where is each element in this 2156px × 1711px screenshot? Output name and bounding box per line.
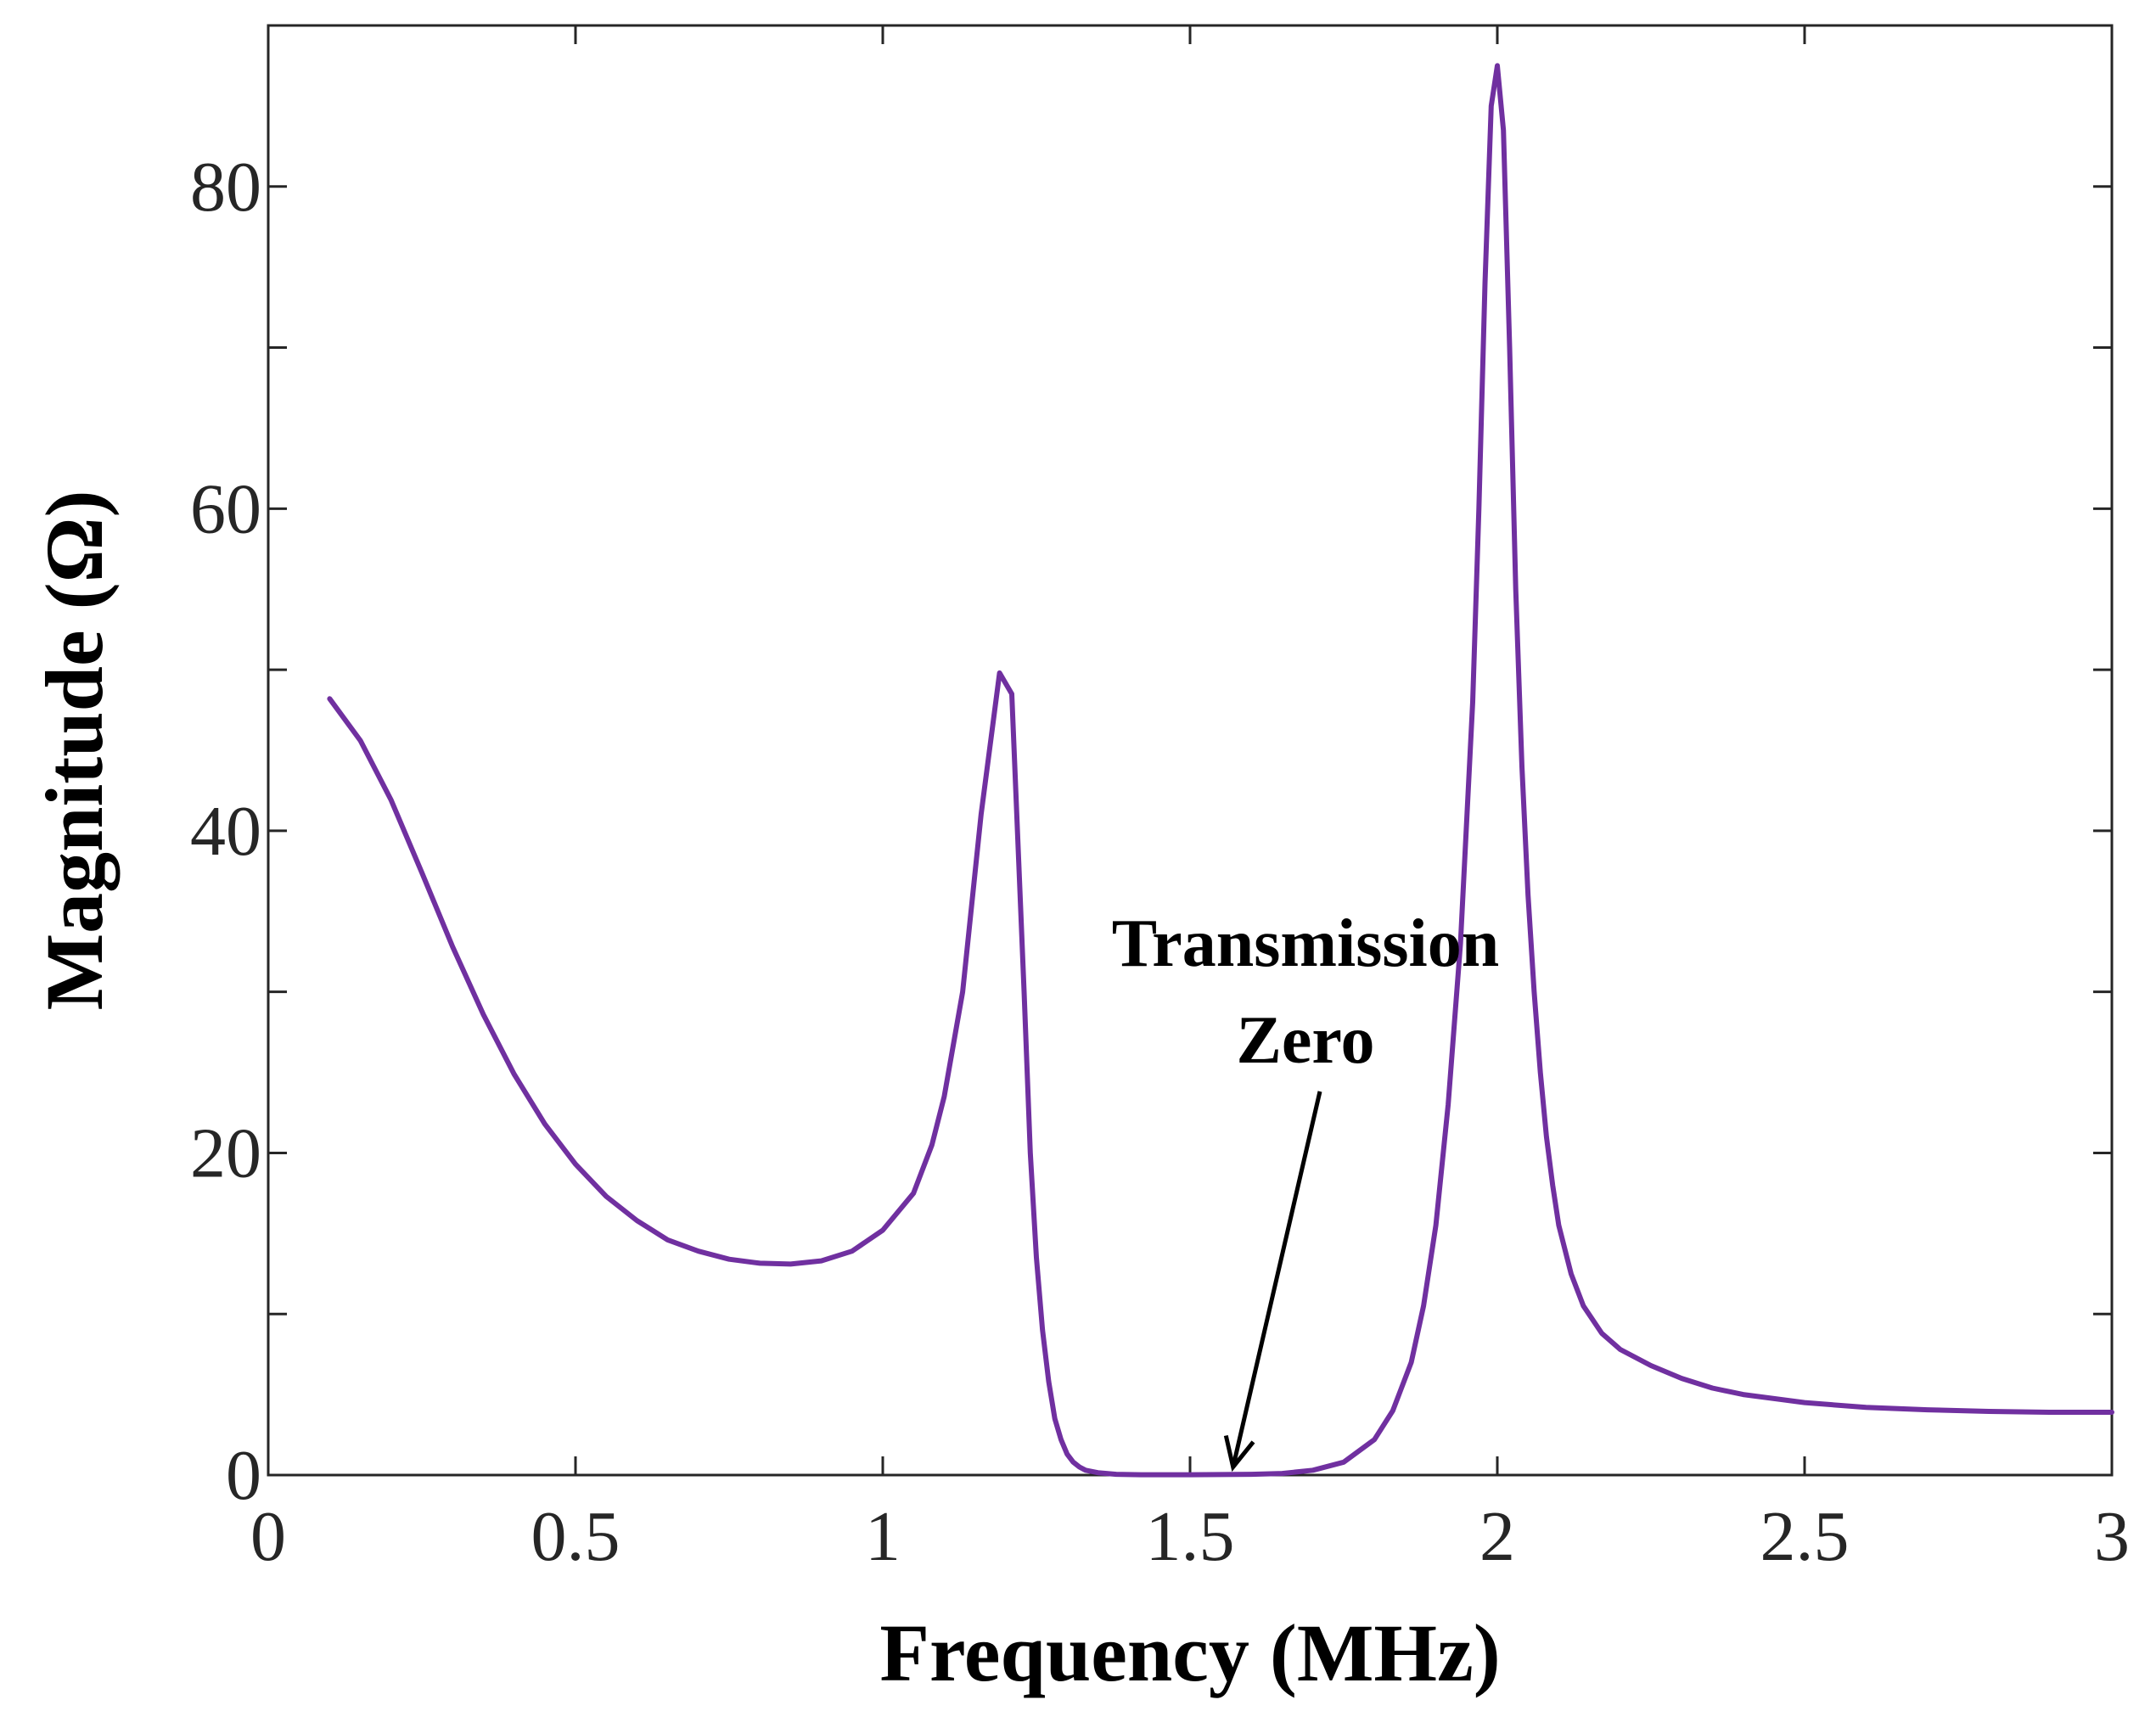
- annotation-line-2: Zero: [1237, 1003, 1375, 1078]
- x-tick-label: 0.5: [531, 1497, 620, 1576]
- x-tick-label: 0: [250, 1497, 286, 1576]
- y-tick-label: 20: [190, 1114, 261, 1192]
- annotation-line-1: Transmission: [1112, 906, 1499, 981]
- x-tick-label: 3: [2094, 1497, 2130, 1576]
- x-tick-label: 1.5: [1146, 1497, 1235, 1576]
- y-tick-label: 40: [190, 792, 261, 871]
- x-tick-label: 2.5: [1760, 1497, 1850, 1576]
- y-tick-label: 80: [190, 148, 261, 227]
- axis-ticks: [267, 25, 2114, 1477]
- magnitude-series-line: [327, 63, 2114, 1478]
- y-tick-labels: 0 20 40 60 80: [190, 148, 261, 1515]
- x-axis-title: Frequency (MHz): [879, 1607, 1500, 1698]
- x-tick-labels: 0 0.5 1 1.5 2 2.5 3: [250, 1497, 2130, 1576]
- y-tick-label: 60: [190, 469, 261, 548]
- y-tick-label: 0: [226, 1436, 261, 1515]
- x-tick-label: 1: [865, 1497, 901, 1576]
- annotation-arrow-shaft: [1231, 1091, 1322, 1468]
- annotation-arrow-head: [1223, 1434, 1255, 1473]
- y-axis-title: Magnitude (Ω): [29, 491, 120, 1011]
- x-tick-label: 2: [1479, 1497, 1515, 1576]
